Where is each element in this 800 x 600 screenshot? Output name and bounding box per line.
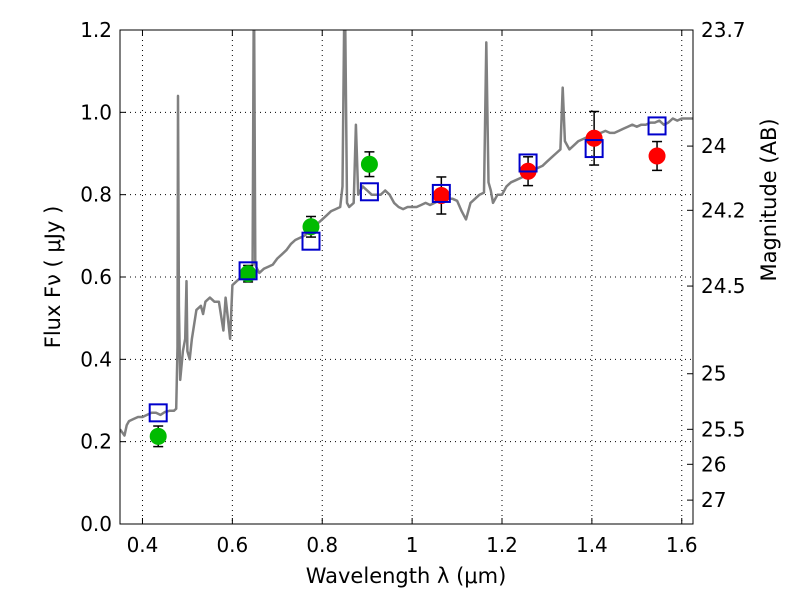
right-tick-label: 25 [701, 362, 726, 386]
axis-ticks: 0.4 0.6 0.8 1 1.2 1.4 1.6 0.0 0.2 0.4 0.6 0.8 1.0 1.2… [80, 18, 745, 557]
right-tick-label: 24 [701, 134, 726, 158]
y-axis-label: Flux Fν ( μJy ) [41, 206, 65, 349]
x-tick-label: 0.6 [216, 533, 248, 557]
x-tick-label: 1.6 [666, 533, 698, 557]
x-tick-label: 0.8 [306, 533, 338, 557]
y-tick-label: 0.0 [80, 512, 112, 536]
photometry-point [585, 129, 603, 147]
x-tick-label: 1.2 [486, 533, 518, 557]
model-square [238, 261, 258, 281]
x-tick-label: 1.4 [576, 533, 608, 557]
model-square [359, 182, 379, 202]
y-tick-label: 1.2 [80, 18, 112, 42]
right-tick-label: 24.5 [701, 274, 746, 298]
right-tick-label: 24.2 [701, 198, 746, 222]
model-square [301, 231, 321, 251]
model-square [647, 116, 667, 136]
x-tick-label: 0.4 [127, 533, 159, 557]
photometry-point [360, 155, 378, 173]
model-square [431, 183, 451, 203]
x-axis-label: Wavelength λ (μm) [306, 564, 507, 588]
y-tick-label: 0.4 [80, 347, 112, 371]
y-tick-label: 0.8 [80, 183, 112, 207]
y-tick-label: 0.2 [80, 430, 112, 454]
photometry-point [302, 218, 320, 236]
right-tick-label: 27 [701, 488, 726, 512]
x-tick-label: 1 [406, 533, 419, 557]
model-square [148, 403, 168, 423]
model-square [518, 153, 538, 173]
y-tick-label: 1.0 [80, 100, 112, 124]
photometry-point [648, 147, 666, 165]
right-tick-label: 26 [701, 452, 726, 476]
model-square [584, 139, 604, 159]
right-tick-label: 25.5 [701, 417, 746, 441]
y-tick-label: 0.6 [80, 265, 112, 289]
right-tick-label: 23.7 [701, 18, 746, 42]
spectrum-line [120, 30, 693, 437]
y-axis-right-label: Magnitude (AB) [757, 118, 781, 281]
photometry-points [148, 110, 667, 448]
photometry-point [149, 427, 167, 445]
spectrum-layer [120, 30, 693, 437]
